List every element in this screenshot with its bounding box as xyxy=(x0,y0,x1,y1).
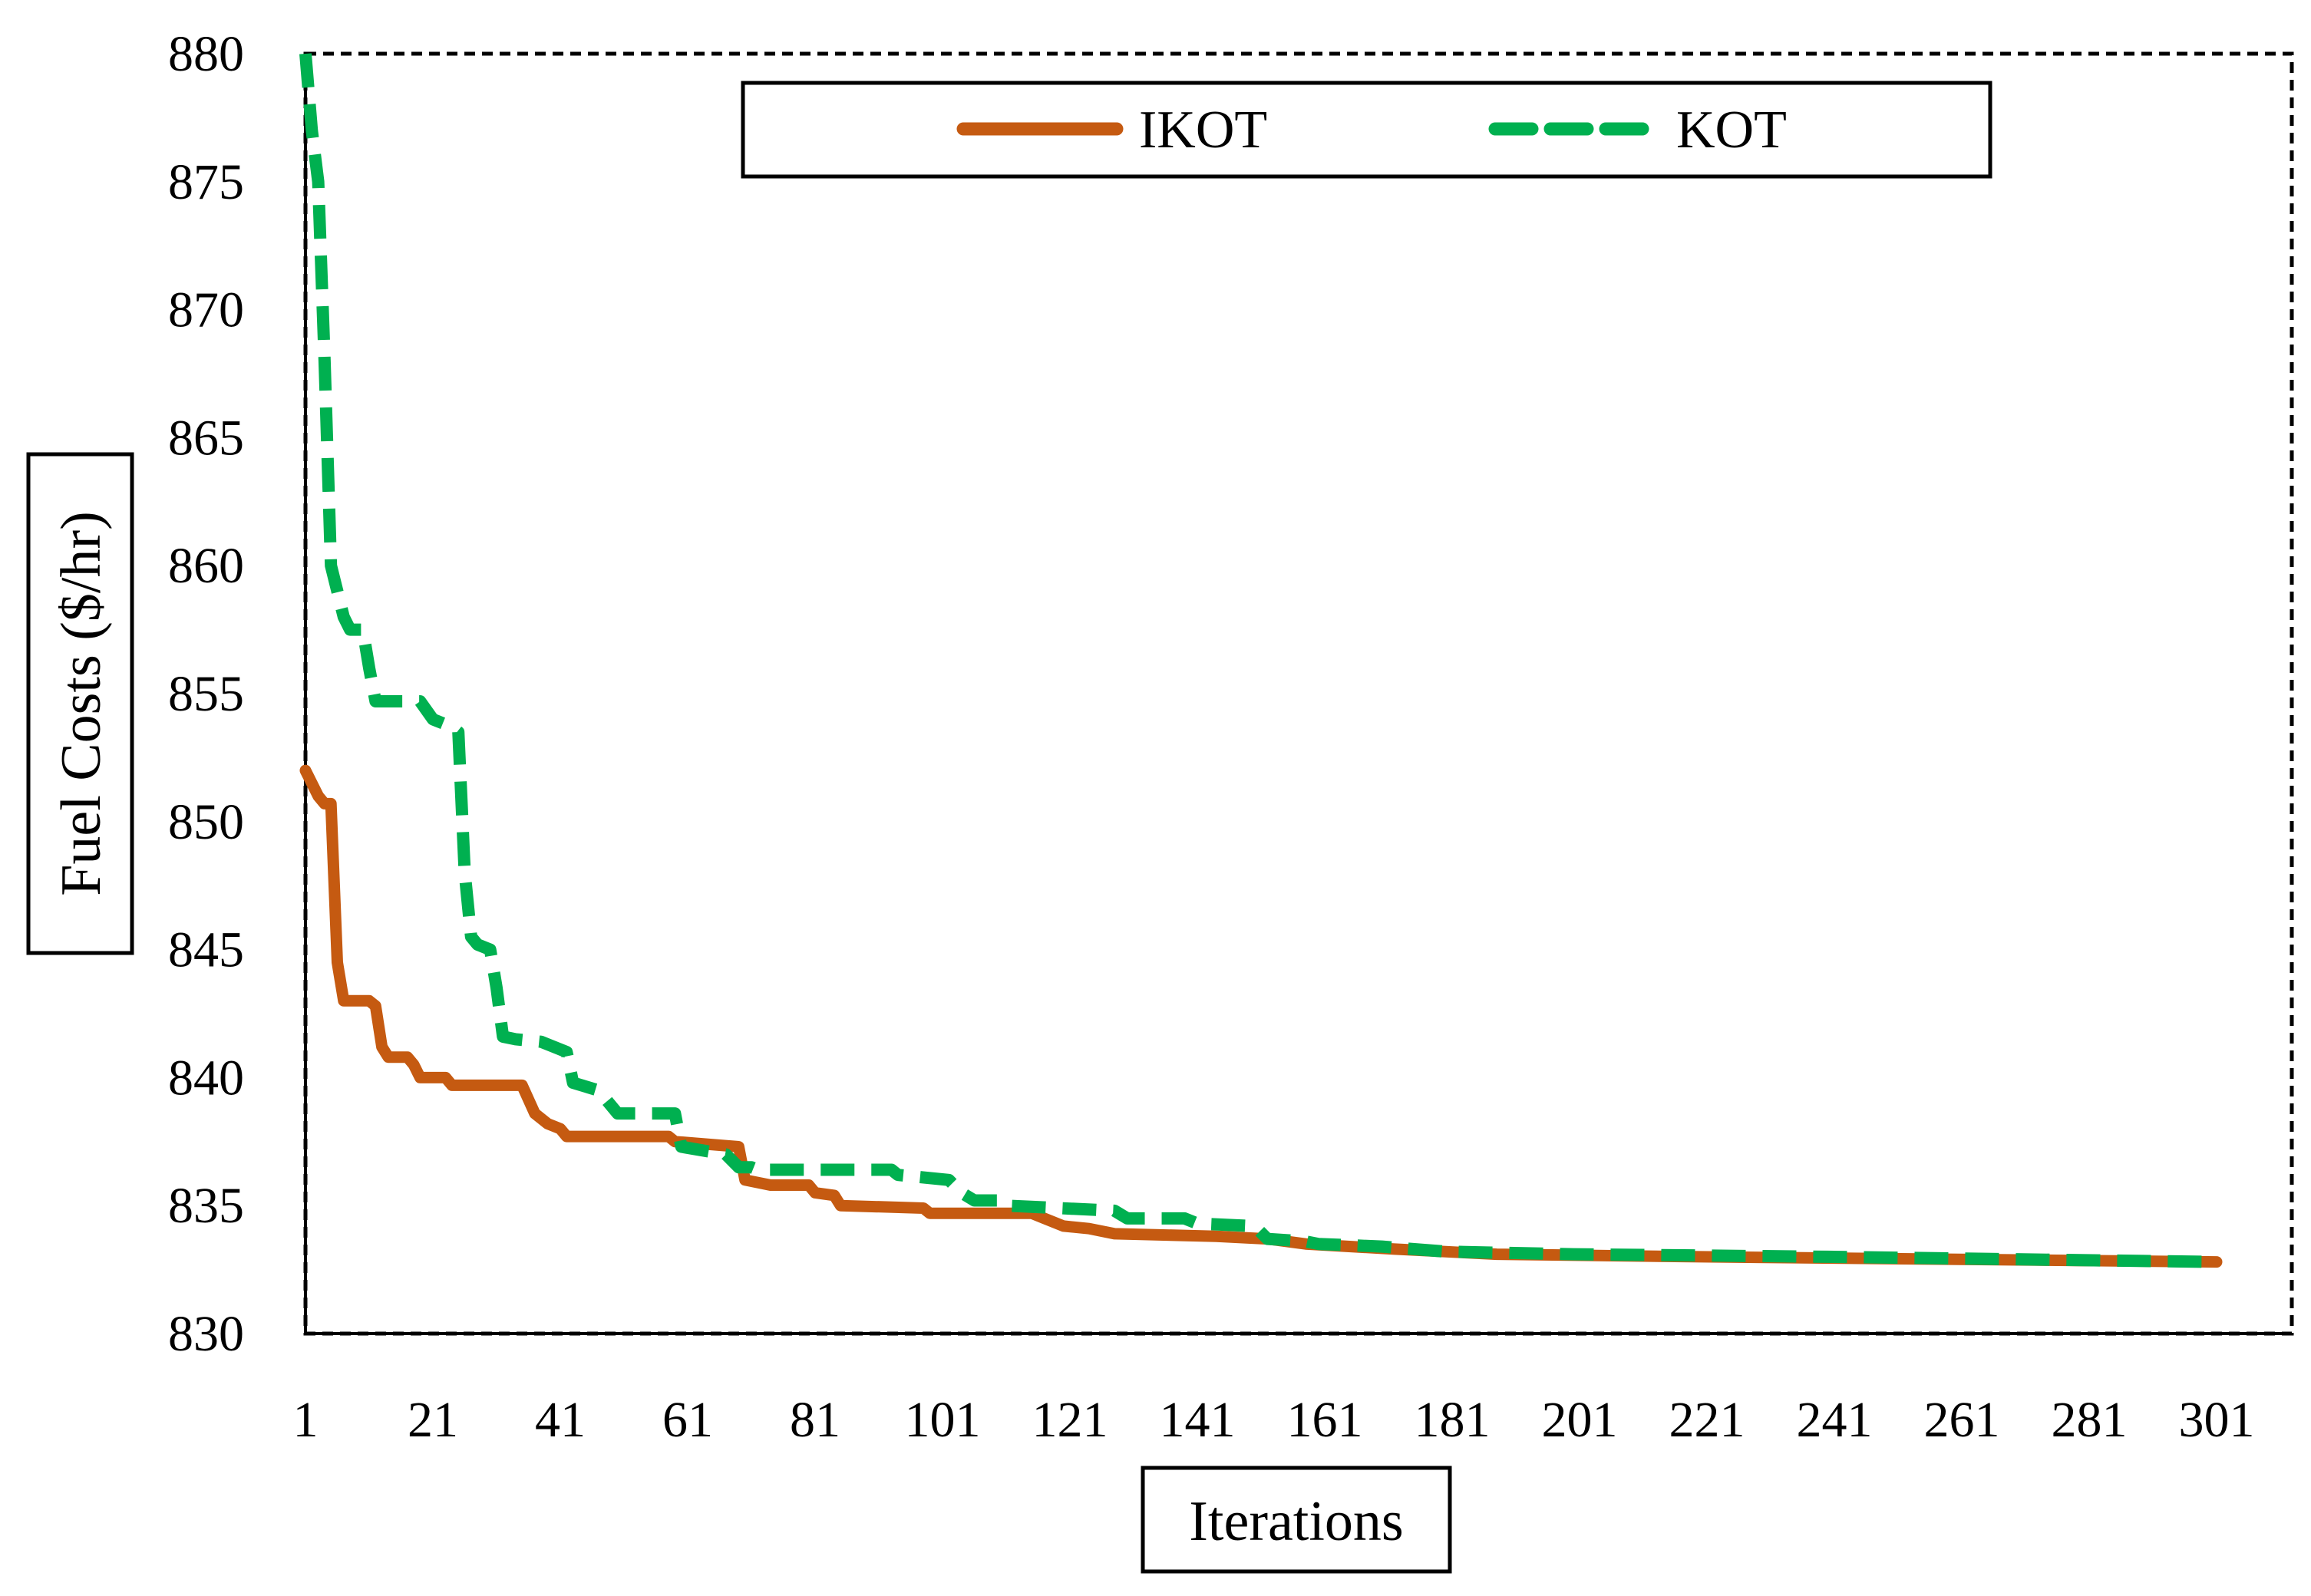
x-tick-label: 261 xyxy=(1924,1392,2000,1448)
legend-label-ikot: IKOT xyxy=(1139,101,1267,160)
y-tick-labels: 830 835 840 845 850 855 860 865 870 875 880 xyxy=(168,26,244,1362)
y-tick-label: 875 xyxy=(168,154,244,210)
y-axis-title-box xyxy=(26,452,134,955)
y-tick-label: 835 xyxy=(168,1178,244,1234)
x-tick-label: 41 xyxy=(535,1392,586,1448)
y-tick-label: 880 xyxy=(168,26,244,82)
x-tick-label: 121 xyxy=(1032,1392,1108,1448)
x-axis-title-box xyxy=(1141,1466,1452,1574)
y-tick-label: 845 xyxy=(168,922,244,978)
series-group xyxy=(299,53,2223,1268)
y-tick-label: 860 xyxy=(168,538,244,594)
x-tick-label: 181 xyxy=(1415,1392,1491,1448)
x-tick-label: 301 xyxy=(2179,1392,2255,1448)
x-tick-label: 281 xyxy=(2052,1392,2128,1448)
y-tick-label: 830 xyxy=(168,1306,244,1362)
legend: IKOT KOT xyxy=(741,81,1992,179)
x-axis-title-group: Iterations xyxy=(1141,1466,1452,1574)
y-tick-label: 850 xyxy=(168,794,244,850)
x-tick-labels: 1 21 41 61 81 101 121 141 161 181 201 221 241 261 281 3… xyxy=(293,1392,2255,1448)
y-axis-title: Fuel Costs ($/hr) xyxy=(50,511,113,896)
x-tick-label: 21 xyxy=(408,1392,458,1448)
x-tick-label: 201 xyxy=(1542,1392,1618,1448)
legend-box xyxy=(741,81,1992,179)
y-axis-title-group: Fuel Costs ($/hr) xyxy=(26,452,134,955)
x-tick-label: 61 xyxy=(662,1392,713,1448)
x-tick-label: 141 xyxy=(1160,1392,1236,1448)
x-axis-title: Iterations xyxy=(1189,1490,1403,1553)
y-tick-label: 840 xyxy=(168,1050,244,1106)
x-tick-label: 161 xyxy=(1287,1392,1363,1448)
x-tick-label: 101 xyxy=(905,1392,981,1448)
x-tick-label: 241 xyxy=(1797,1392,1873,1448)
legend-label-kot: KOT xyxy=(1676,101,1787,160)
y-tick-label: 870 xyxy=(168,282,244,338)
x-tick-label: 221 xyxy=(1669,1392,1745,1448)
series-line-ikot xyxy=(299,764,2223,1268)
series-line-kot xyxy=(299,53,2217,1268)
x-tick-label: 81 xyxy=(790,1392,840,1448)
y-tick-label: 855 xyxy=(168,666,244,722)
x-tick-label: 1 xyxy=(293,1392,319,1448)
y-tick-label: 865 xyxy=(168,410,244,466)
